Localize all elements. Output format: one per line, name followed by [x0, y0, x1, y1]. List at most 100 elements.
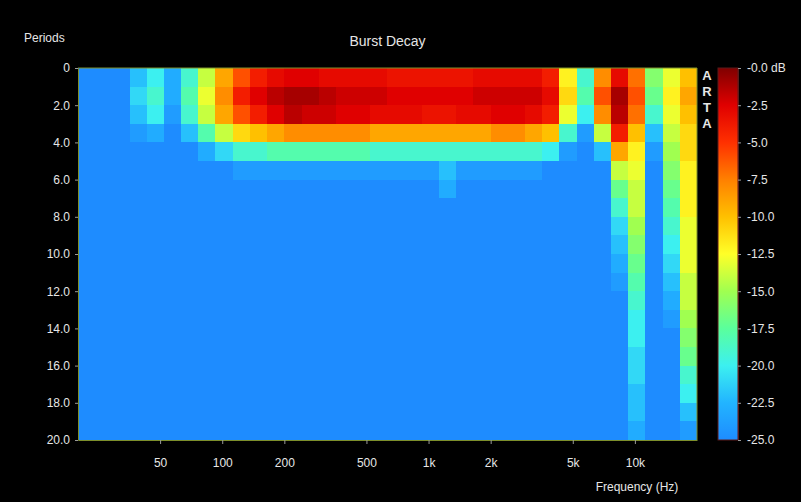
colorbar-tick-label: -5.0	[747, 136, 768, 150]
cell	[319, 124, 337, 143]
cell	[130, 217, 148, 236]
cell	[680, 124, 697, 143]
cell	[370, 366, 388, 385]
cell	[181, 254, 199, 273]
cell	[542, 217, 560, 236]
cell	[147, 384, 165, 403]
cell	[233, 124, 251, 143]
cell	[233, 328, 251, 347]
cell	[198, 68, 216, 87]
cell	[302, 403, 320, 422]
cell	[353, 87, 371, 106]
cell	[198, 180, 216, 199]
cell	[164, 217, 182, 236]
cell	[370, 235, 388, 254]
cell	[112, 421, 130, 440]
cell	[525, 403, 543, 422]
cell	[559, 310, 577, 329]
tick: 8.0	[53, 210, 78, 224]
cell	[422, 68, 440, 87]
cell	[233, 347, 251, 366]
x-tick-label: 2k	[485, 456, 499, 470]
cell	[663, 254, 681, 273]
cell	[302, 310, 320, 329]
cell	[405, 328, 423, 347]
cell	[250, 124, 268, 143]
cell	[422, 198, 440, 217]
colorbar-tick-label: -25.0	[747, 433, 775, 447]
cell	[577, 310, 595, 329]
cell	[353, 403, 371, 422]
cell	[508, 180, 526, 199]
cell	[267, 235, 285, 254]
cell	[456, 198, 474, 217]
cell	[370, 273, 388, 292]
cell	[267, 366, 285, 385]
cell	[164, 235, 182, 254]
cell	[594, 161, 612, 180]
cell	[559, 217, 577, 236]
cell	[611, 142, 629, 161]
x-tick-label: 200	[275, 456, 295, 470]
cell	[594, 366, 612, 385]
cell	[370, 142, 388, 161]
cell	[405, 235, 423, 254]
y-tick	[75, 217, 78, 218]
cell	[439, 421, 457, 440]
cell	[181, 142, 199, 161]
cell	[233, 180, 251, 199]
cell	[267, 217, 285, 236]
cell	[319, 235, 337, 254]
cell	[422, 347, 440, 366]
x-tick-label: 500	[357, 456, 377, 470]
cell	[680, 310, 697, 329]
tick: -15.0	[738, 285, 775, 299]
cell	[628, 180, 646, 199]
y-tick-label: 2.0	[53, 99, 70, 113]
cell	[439, 403, 457, 422]
cell	[319, 198, 337, 217]
cell	[267, 421, 285, 440]
cell	[439, 235, 457, 254]
cell	[181, 310, 199, 329]
y-tick	[75, 403, 78, 404]
cell	[473, 291, 491, 310]
cell	[353, 217, 371, 236]
cell	[542, 68, 560, 87]
cell	[542, 254, 560, 273]
cell	[611, 403, 629, 422]
cell	[491, 347, 509, 366]
cell	[336, 310, 354, 329]
cell	[456, 328, 474, 347]
cell	[508, 384, 526, 403]
cell	[78, 328, 96, 347]
cell	[422, 217, 440, 236]
cell	[267, 328, 285, 347]
cell	[491, 254, 509, 273]
cell	[250, 273, 268, 292]
x-tick-label: 50	[154, 456, 168, 470]
cell	[336, 403, 354, 422]
cell	[525, 421, 543, 440]
cell	[456, 366, 474, 385]
cell	[302, 68, 320, 87]
cell	[130, 273, 148, 292]
colorbar-tick-label: -2.5	[747, 99, 768, 113]
cell	[164, 328, 182, 347]
cell	[577, 254, 595, 273]
y-tick-label: 12.0	[47, 285, 71, 299]
cell	[181, 217, 199, 236]
cell	[233, 68, 251, 87]
cell	[559, 328, 577, 347]
cell	[680, 105, 697, 124]
cell	[473, 366, 491, 385]
cell	[628, 68, 646, 87]
cell	[663, 180, 681, 199]
cell	[542, 180, 560, 199]
cell	[164, 403, 182, 422]
cell	[663, 421, 681, 440]
cell	[525, 180, 543, 199]
cell	[147, 235, 165, 254]
cell	[680, 384, 697, 403]
cell	[181, 291, 199, 310]
